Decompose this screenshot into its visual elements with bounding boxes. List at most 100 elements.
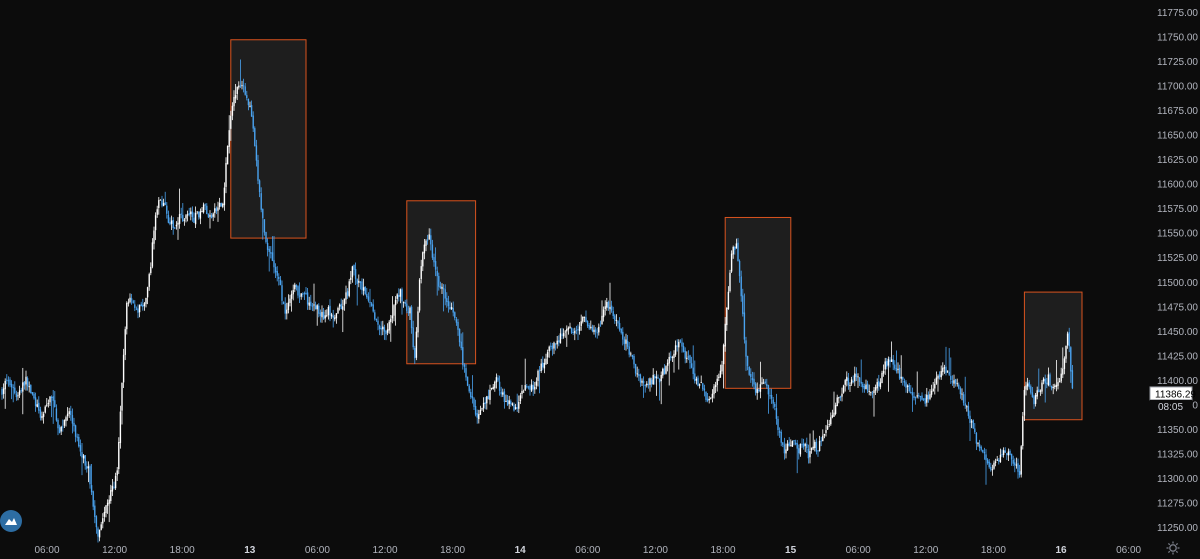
annotation-box-4[interactable]: [1023, 291, 1083, 421]
candle-body: [114, 475, 117, 489]
candle-body: [1066, 333, 1069, 346]
candle-body: [447, 301, 450, 307]
candle-body: [500, 391, 502, 395]
candle-body: [546, 352, 549, 358]
candle-body: [679, 340, 682, 342]
candle-body: [103, 511, 106, 517]
candle-body: [545, 358, 547, 364]
candle-body: [481, 408, 483, 410]
candle-body: [25, 376, 27, 385]
candle-body: [942, 367, 944, 372]
candle-body: [217, 207, 219, 211]
candle-body: [407, 311, 410, 313]
candle-body: [313, 304, 315, 306]
candle-body: [822, 435, 824, 442]
time-tick-label: 18:00: [170, 545, 195, 556]
candle-body: [889, 359, 891, 362]
candle-body: [170, 220, 173, 224]
candle-body: [730, 253, 733, 272]
candle-body: [174, 227, 176, 229]
candle-body: [879, 382, 882, 388]
candle-body: [724, 323, 726, 347]
candle-body: [622, 331, 624, 340]
price-tick-label: 11350.00: [1157, 425, 1198, 436]
candle-body: [780, 431, 782, 443]
candle-body: [977, 443, 979, 445]
price-tick-label: 11275.00: [1157, 499, 1198, 510]
candle-body: [65, 417, 67, 422]
candle-body: [31, 392, 34, 395]
candle-body: [748, 366, 750, 375]
candle-body: [178, 214, 181, 224]
candle-body: [154, 215, 157, 231]
candle-body: [1030, 386, 1032, 393]
annotation-box-1[interactable]: [230, 39, 307, 239]
candle-body: [1062, 368, 1064, 375]
tradingview-logo-icon[interactable]: [0, 510, 22, 532]
candle-body: [638, 374, 640, 376]
candle-body: [278, 276, 280, 280]
candle-body: [273, 260, 275, 268]
candle-body: [428, 234, 430, 240]
candle-body: [778, 431, 781, 433]
candle-body: [73, 422, 75, 427]
candle-body: [969, 415, 971, 423]
candle-body: [727, 291, 730, 309]
candle-body: [441, 286, 443, 289]
time-axis[interactable]: 06:00 12:00 18:00 13 06:00 12:00 18:00 14 06:00 1…: [34, 545, 1141, 556]
candle-body: [97, 528, 99, 537]
candle-body: [126, 302, 128, 330]
candle-body: [703, 388, 706, 391]
candle-body: [945, 366, 947, 373]
candle-body: [417, 311, 419, 333]
candle-body: [254, 128, 256, 146]
candle-body: [866, 383, 869, 391]
candle-body: [289, 298, 291, 303]
price-tick-label: 11650.00: [1157, 131, 1198, 142]
candle-body: [145, 297, 147, 304]
annotation-box-3[interactable]: [724, 216, 792, 389]
price-tick-label: 11425.00: [1157, 351, 1198, 362]
candle-body: [918, 395, 920, 397]
candle-body: [814, 441, 816, 449]
candle-body: [294, 284, 296, 290]
candle-body: [860, 381, 862, 384]
candle-body: [782, 442, 784, 445]
annotation-box-2[interactable]: [406, 200, 477, 365]
candle-body: [767, 385, 770, 395]
candle-body: [393, 305, 395, 316]
candle-body: [1014, 462, 1016, 466]
candle-body: [863, 385, 866, 389]
candle-body: [993, 462, 995, 469]
candle-body: [342, 306, 344, 310]
time-tick-label: 12:00: [372, 545, 397, 556]
candle-body: [746, 355, 749, 366]
candle-body: [282, 301, 285, 304]
candle-body: [666, 362, 669, 366]
candle-body: [943, 367, 946, 369]
candle-body: [305, 293, 307, 295]
gear-icon[interactable]: [1166, 541, 1180, 555]
candle-body: [298, 295, 301, 297]
candle-body: [246, 95, 248, 99]
candle-body: [238, 85, 240, 88]
candle-body: [962, 394, 965, 403]
candle-body: [649, 378, 651, 385]
candle-body: [106, 502, 109, 506]
candle-body: [457, 321, 459, 330]
price-tick-label: 11300.00: [1157, 474, 1198, 485]
candle-body: [551, 345, 554, 350]
candle-body: [812, 446, 814, 449]
candle-body: [708, 398, 710, 401]
candle-body: [714, 385, 717, 388]
candle-body: [418, 279, 421, 311]
candle-body: [258, 180, 261, 193]
candle-body: [753, 378, 755, 385]
candle-body: [908, 384, 910, 392]
candle-body: [452, 308, 454, 313]
candle-body: [966, 406, 968, 408]
time-tick-label: 18:00: [710, 545, 735, 556]
candle-body: [802, 443, 805, 447]
candle-body: [167, 214, 170, 223]
